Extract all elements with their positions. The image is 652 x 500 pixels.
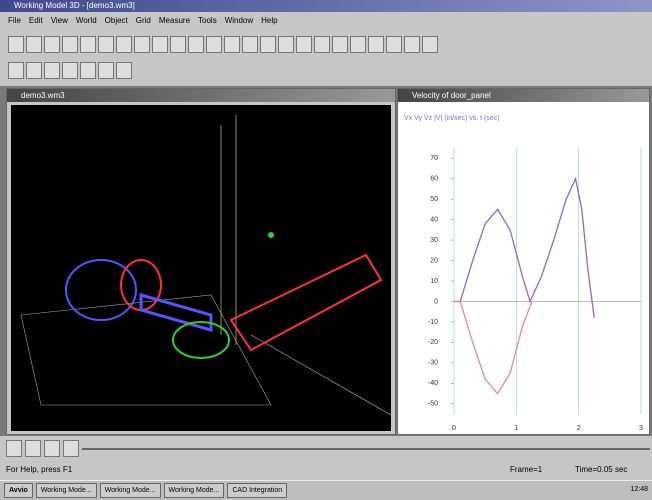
view-window: demo3.wm3: [6, 88, 396, 435]
menu-item[interactable]: Object: [105, 14, 128, 28]
title-bar: Working Model 3D - [demo3.wm3]: [0, 0, 652, 12]
menu-bar: File Edit View World Object Grid Measure Tools W…: [0, 14, 652, 28]
menu-item[interactable]: World: [76, 14, 97, 28]
menu-item[interactable]: Edit: [29, 14, 43, 28]
menu-item[interactable]: Help: [261, 14, 277, 28]
y-tick-label: 40: [430, 216, 438, 223]
data-line: [454, 179, 594, 318]
tool-button[interactable]: [404, 36, 420, 53]
window-title: demo3.wm3: [7, 89, 395, 102]
toolbar: [8, 36, 438, 56]
rewind-button[interactable]: [6, 440, 22, 457]
menu-item[interactable]: Measure: [159, 14, 190, 28]
tool-button[interactable]: [98, 36, 114, 53]
tool-button[interactable]: [224, 36, 240, 53]
x-tick-label: 0: [452, 425, 456, 432]
tool-button[interactable]: [26, 36, 42, 53]
tool-button[interactable]: [314, 36, 330, 53]
3d-viewport: [11, 105, 391, 431]
app-window: Working Model 3D - [demo3.wm3] File Edit V…: [0, 0, 652, 500]
tool-button[interactable]: [332, 36, 348, 53]
tool-button[interactable]: [8, 62, 24, 79]
tool-button[interactable]: [152, 36, 168, 53]
tool-button[interactable]: [422, 36, 438, 53]
tool-button[interactable]: [8, 36, 24, 53]
task-button[interactable]: Working Mode...: [164, 483, 225, 498]
tool-button[interactable]: [26, 62, 42, 79]
tool-button[interactable]: [296, 36, 312, 53]
tool-button[interactable]: [44, 36, 60, 53]
tool-button[interactable]: [116, 36, 132, 53]
x-tick-label: 2: [577, 425, 581, 432]
tool-button[interactable]: [44, 62, 60, 79]
y-tick-label: 50: [430, 196, 438, 203]
tool-button[interactable]: [206, 36, 222, 53]
play-button[interactable]: [63, 440, 79, 457]
task-button[interactable]: Working Mode...: [100, 483, 161, 498]
x-tick-label: 1: [514, 425, 518, 432]
tool-button[interactable]: [386, 36, 402, 53]
stop-button[interactable]: [44, 440, 60, 457]
time-text: Time=0.05 sec: [575, 463, 627, 476]
window-title: Velocity of door_panel: [398, 89, 649, 102]
tool-button[interactable]: [116, 62, 132, 79]
time-slider[interactable]: [82, 448, 650, 450]
tool-button[interactable]: [62, 36, 78, 53]
chart: Vx Vy Vz |V| (in/sec) vs. t (sec) 70 60 50…: [398, 102, 649, 434]
help-text: For Help, press F1: [6, 463, 72, 476]
tool-button[interactable]: [350, 36, 366, 53]
y-tick-label: 60: [430, 176, 438, 183]
tool-button[interactable]: [242, 36, 258, 53]
door-panel: [231, 255, 381, 350]
menu-item[interactable]: View: [51, 14, 68, 28]
task-button[interactable]: CAD Integration: [227, 483, 287, 498]
y-tick-label: 20: [430, 257, 438, 264]
y-tick-label: -30: [428, 360, 438, 367]
menu-item[interactable]: File: [8, 14, 21, 28]
tool-button[interactable]: [80, 36, 96, 53]
data-line: [454, 301, 532, 393]
y-tick-label: -40: [428, 380, 438, 387]
start-button[interactable]: Avvio: [4, 483, 33, 498]
tool-button[interactable]: [134, 36, 150, 53]
task-button[interactable]: Working Mode...: [36, 483, 97, 498]
tool-button[interactable]: [80, 62, 96, 79]
y-tick-label: 10: [430, 278, 438, 285]
y-tick-label: 30: [430, 237, 438, 244]
tool-button[interactable]: [368, 36, 384, 53]
frame-text: Frame=1: [510, 463, 542, 476]
robot-arm: [141, 295, 211, 330]
step-back-button[interactable]: [25, 440, 41, 457]
marker: [268, 232, 274, 238]
menu-item[interactable]: Grid: [136, 14, 151, 28]
graph-window: Velocity of door_panel Vx Vy Vz |V| (in/…: [397, 88, 650, 435]
tool-button[interactable]: [62, 62, 78, 79]
x-tick-label: 3: [639, 425, 643, 432]
y-tick-label: -50: [428, 401, 438, 408]
clock: 12:48: [630, 483, 648, 498]
menu-item[interactable]: Tools: [198, 14, 217, 28]
axis-line: [251, 335, 391, 415]
tool-button[interactable]: [98, 62, 114, 79]
toolbar: [8, 62, 132, 82]
tool-button[interactable]: [260, 36, 276, 53]
y-tick-label: -10: [428, 319, 438, 326]
menu-item[interactable]: Window: [225, 14, 253, 28]
chart-title: Vx Vy Vz |V| (in/sec) vs. t (sec): [404, 115, 500, 122]
taskbar: Avvio Working Mode...Working Mode...Work…: [0, 480, 652, 500]
y-tick-label: 70: [430, 155, 438, 162]
tool-button[interactable]: [278, 36, 294, 53]
y-tick-label: -20: [428, 339, 438, 346]
tool-button[interactable]: [170, 36, 186, 53]
playback-bar: [6, 440, 650, 458]
tool-button[interactable]: [188, 36, 204, 53]
y-tick-label: 0: [434, 298, 438, 305]
